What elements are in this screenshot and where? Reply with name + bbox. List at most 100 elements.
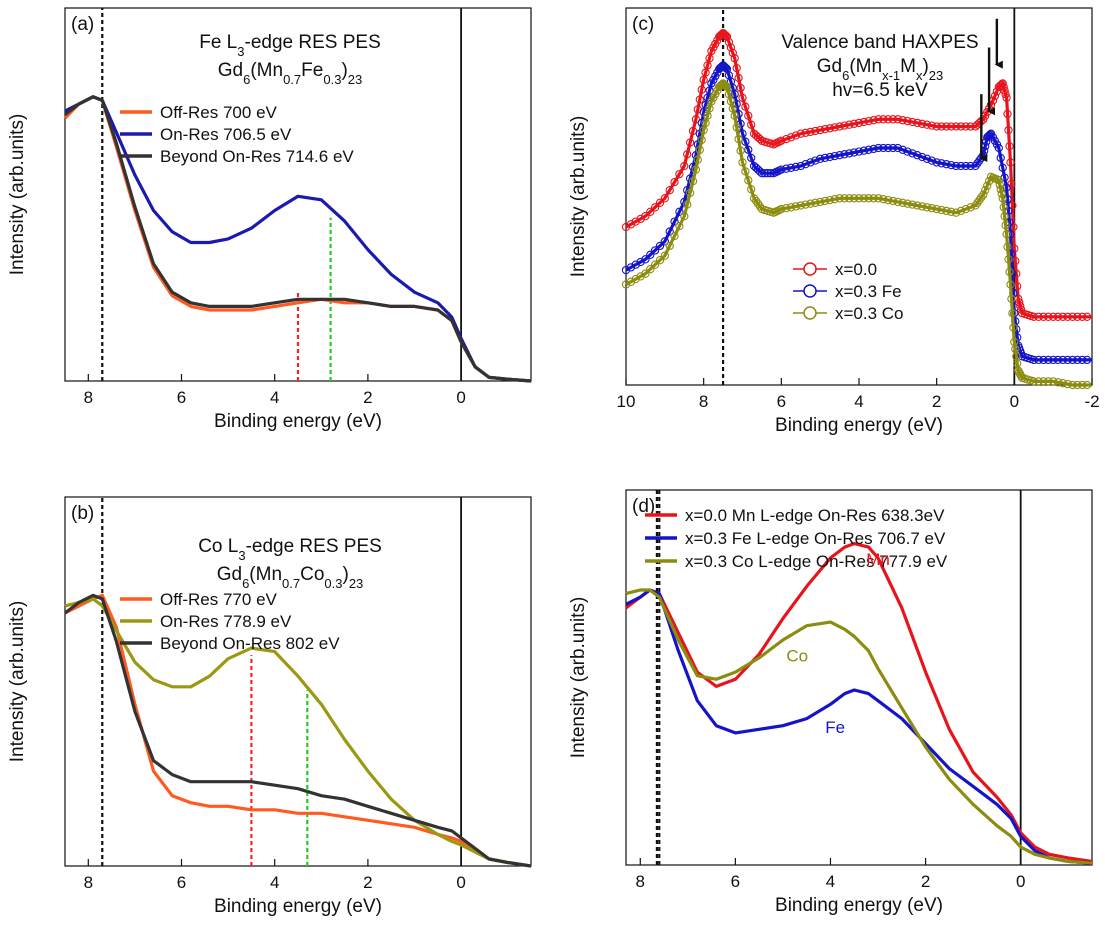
data-point [874, 194, 883, 203]
x-tick-label: 4 [854, 392, 863, 411]
data-point [697, 85, 706, 94]
data-point [956, 161, 966, 171]
data-point [751, 196, 761, 206]
data-point [655, 241, 665, 251]
data-point [864, 145, 873, 154]
data-point [898, 145, 907, 154]
data-point [1034, 312, 1043, 321]
data-point [641, 255, 650, 264]
data-point [859, 117, 869, 127]
data-point [903, 116, 912, 126]
series-line-off-res-770-ev [64, 593, 532, 868]
data-point [995, 81, 1004, 91]
data-point [720, 63, 730, 72]
data-point [811, 198, 820, 207]
data-point [753, 199, 763, 208]
data-point [893, 143, 902, 153]
data-point [869, 116, 878, 125]
panel-label: (c) [632, 14, 654, 35]
data-point [874, 115, 883, 124]
data-point [1029, 312, 1038, 321]
data-point [908, 117, 917, 127]
data-point [995, 180, 1004, 189]
data-point [903, 199, 912, 208]
data-point [908, 200, 917, 209]
data-point [883, 115, 893, 124]
data-point [913, 151, 922, 160]
data-point [983, 132, 993, 141]
data-point [947, 207, 956, 216]
data-point [994, 176, 1003, 185]
data-point [1063, 355, 1072, 365]
data-point [849, 119, 859, 128]
panel-c: 10 8 6 4 2 0 -2 Binding energy (eV) Intensity (a… [568, 7, 1100, 436]
data-point [942, 122, 951, 131]
data-point [786, 163, 796, 172]
data-point [971, 161, 980, 171]
series-line-x-0-3-co-l-edge-on-res-777-9-ev [625, 588, 1093, 865]
data-point [1029, 377, 1038, 386]
data-point [730, 111, 739, 120]
data-point [734, 73, 743, 83]
data-point [641, 212, 650, 221]
legend-entry-beyond-on-res-714-6-ev: Beyond On-Res 714.6 eV [120, 147, 354, 166]
data-point [927, 121, 936, 130]
x-axis-label: Binding energy (eV) [214, 896, 382, 917]
data-point [646, 265, 655, 274]
data-point [932, 122, 941, 131]
data-point [688, 126, 698, 136]
data-point [1007, 294, 1016, 303]
data-point [747, 185, 756, 194]
data-point [951, 208, 961, 217]
data-point [825, 124, 835, 133]
y-axis-label: Intensity (arb.units) [7, 114, 28, 276]
x-tick-label: 4 [270, 873, 279, 892]
data-point [683, 200, 692, 209]
panel-d: 8 6 4 2 0 Binding energy (eV) Intensity (arb.u… [568, 489, 1093, 916]
data-point [744, 111, 753, 120]
data-point [983, 181, 992, 190]
data-point [893, 197, 902, 207]
data-point [734, 134, 743, 144]
x-tick-label: 8 [84, 388, 93, 407]
data-point [782, 204, 791, 213]
legend-entry-x-0-3-fe: x=0.3 Fe [793, 282, 902, 301]
x-axis-label: Binding energy (eV) [775, 415, 943, 436]
data-point [683, 150, 692, 159]
legend-entry-off-res-770-ev: Off-Res 770 eV [120, 590, 278, 609]
legend-entry-on-res-778-9-ev: On-Res 778.9 eV [120, 612, 292, 631]
data-point [675, 221, 684, 231]
data-point [777, 165, 786, 174]
data-point [646, 207, 655, 216]
data-point [719, 29, 729, 39]
data-point [747, 120, 756, 129]
data-point [738, 158, 747, 167]
legend-entry-x-0-3-fe-l-edge-on-res-706-7-ev: x=0.3 Fe L-edge On-Res 706.7 eV [645, 529, 946, 548]
chart-title-line: Gd6(Mn0.7Co0.3)23 [217, 564, 364, 591]
data-point [728, 48, 737, 58]
data-point [730, 90, 739, 99]
data-point [670, 177, 679, 187]
x-tick-label: 2 [363, 388, 372, 407]
annotation-co: Co [786, 646, 808, 665]
data-point [1068, 355, 1077, 365]
data-point [979, 190, 988, 199]
data-point [626, 220, 636, 229]
data-point [1063, 312, 1072, 321]
data-point [1053, 312, 1063, 321]
data-point [1044, 377, 1053, 386]
data-point [670, 231, 679, 241]
y-axis-label: Intensity (arb.units) [7, 601, 28, 763]
x-tick-label: 4 [826, 872, 835, 891]
data-point [996, 185, 1005, 194]
data-point [893, 115, 902, 124]
data-point [840, 194, 849, 203]
data-point [898, 116, 907, 125]
data-point [1039, 377, 1048, 386]
x-tick-label: 0 [456, 873, 465, 892]
data-point [1009, 323, 1018, 332]
data-point [816, 154, 825, 163]
data-point [961, 122, 970, 131]
data-point [763, 169, 772, 178]
